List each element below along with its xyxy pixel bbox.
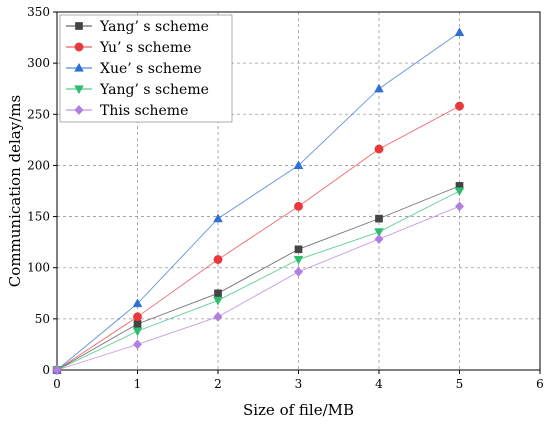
series-line (56, 205, 460, 371)
data-point (132, 339, 143, 350)
series-line (56, 185, 460, 371)
x-tick-label: 4 (375, 377, 383, 391)
x-tick-label: 1 (134, 377, 142, 391)
y-tick-label: 150 (27, 210, 50, 224)
legend-marker (74, 105, 84, 115)
data-point (213, 255, 223, 264)
data-point (293, 160, 304, 170)
series-1 (53, 182, 464, 374)
y-tick-label: 300 (27, 56, 50, 70)
y-tick-label: 100 (27, 261, 50, 275)
legend-label: Yang’ s scheme (99, 19, 209, 35)
legend-item: Yang’ s scheme (66, 19, 209, 35)
legend-label: Yang’ s scheme (99, 82, 209, 98)
x-tick-label: 5 (456, 377, 464, 391)
data-point (294, 201, 303, 211)
data-point (133, 320, 142, 328)
data-point (293, 266, 304, 277)
series-2 (52, 101, 464, 375)
y-axis-title: Communication delay/ms (6, 95, 24, 287)
legend-item: Xue’ s scheme (66, 61, 202, 77)
legend: Yang’ s scheme Yu’ s scheme Xue’ s scheme Y… (59, 14, 233, 123)
data-point (374, 144, 384, 154)
x-tick-label: 0 (53, 377, 61, 391)
legend-label: This scheme (100, 103, 188, 119)
legend-item: Yang’ s scheme (66, 82, 209, 98)
data-point (454, 187, 465, 197)
data-point (213, 213, 223, 223)
data-point (214, 289, 222, 298)
y-tick-label: 0 (42, 363, 50, 377)
data-point (132, 327, 143, 337)
data-point (374, 83, 384, 93)
legend-marker (74, 42, 84, 52)
x-axis-title: Size of file/MB (243, 401, 354, 419)
series-line (56, 105, 460, 371)
data-point (52, 365, 62, 375)
data-point (455, 101, 464, 111)
legend-label: Yu’ s scheme (99, 40, 191, 56)
data-point (454, 27, 465, 37)
data-point (293, 255, 304, 265)
series-line (56, 32, 460, 371)
data-point (213, 311, 223, 322)
legend-item: This scheme (66, 103, 188, 119)
series-4 (52, 187, 465, 376)
data-point (133, 312, 142, 322)
x-tick-label: 6 (536, 377, 544, 391)
y-tick-label: 200 (27, 158, 50, 172)
legend-marker (75, 22, 83, 30)
data-point (294, 245, 303, 254)
series-layer (52, 27, 465, 376)
data-point (454, 201, 465, 212)
legend-marker (74, 85, 84, 95)
y-tick-label: 250 (27, 107, 50, 121)
legend-label: Xue’ s scheme (100, 61, 202, 77)
x-tick-label: 3 (295, 377, 303, 391)
x-tick-label: 2 (214, 377, 222, 391)
axis-ticks: 0 1 2 3 4 5 6 0 50 100 150 200 250 300 350 (27, 5, 544, 391)
y-tick-label: 350 (27, 5, 50, 19)
legend-item: Yu’ s scheme (66, 40, 191, 56)
data-point (213, 296, 223, 306)
series-5 (52, 201, 465, 375)
data-point (374, 234, 384, 245)
data-point (132, 298, 143, 308)
series-line (56, 190, 460, 371)
data-point (375, 214, 383, 223)
legend-marker (74, 62, 84, 72)
data-point (374, 228, 384, 238)
y-tick-label: 50 (35, 312, 50, 326)
